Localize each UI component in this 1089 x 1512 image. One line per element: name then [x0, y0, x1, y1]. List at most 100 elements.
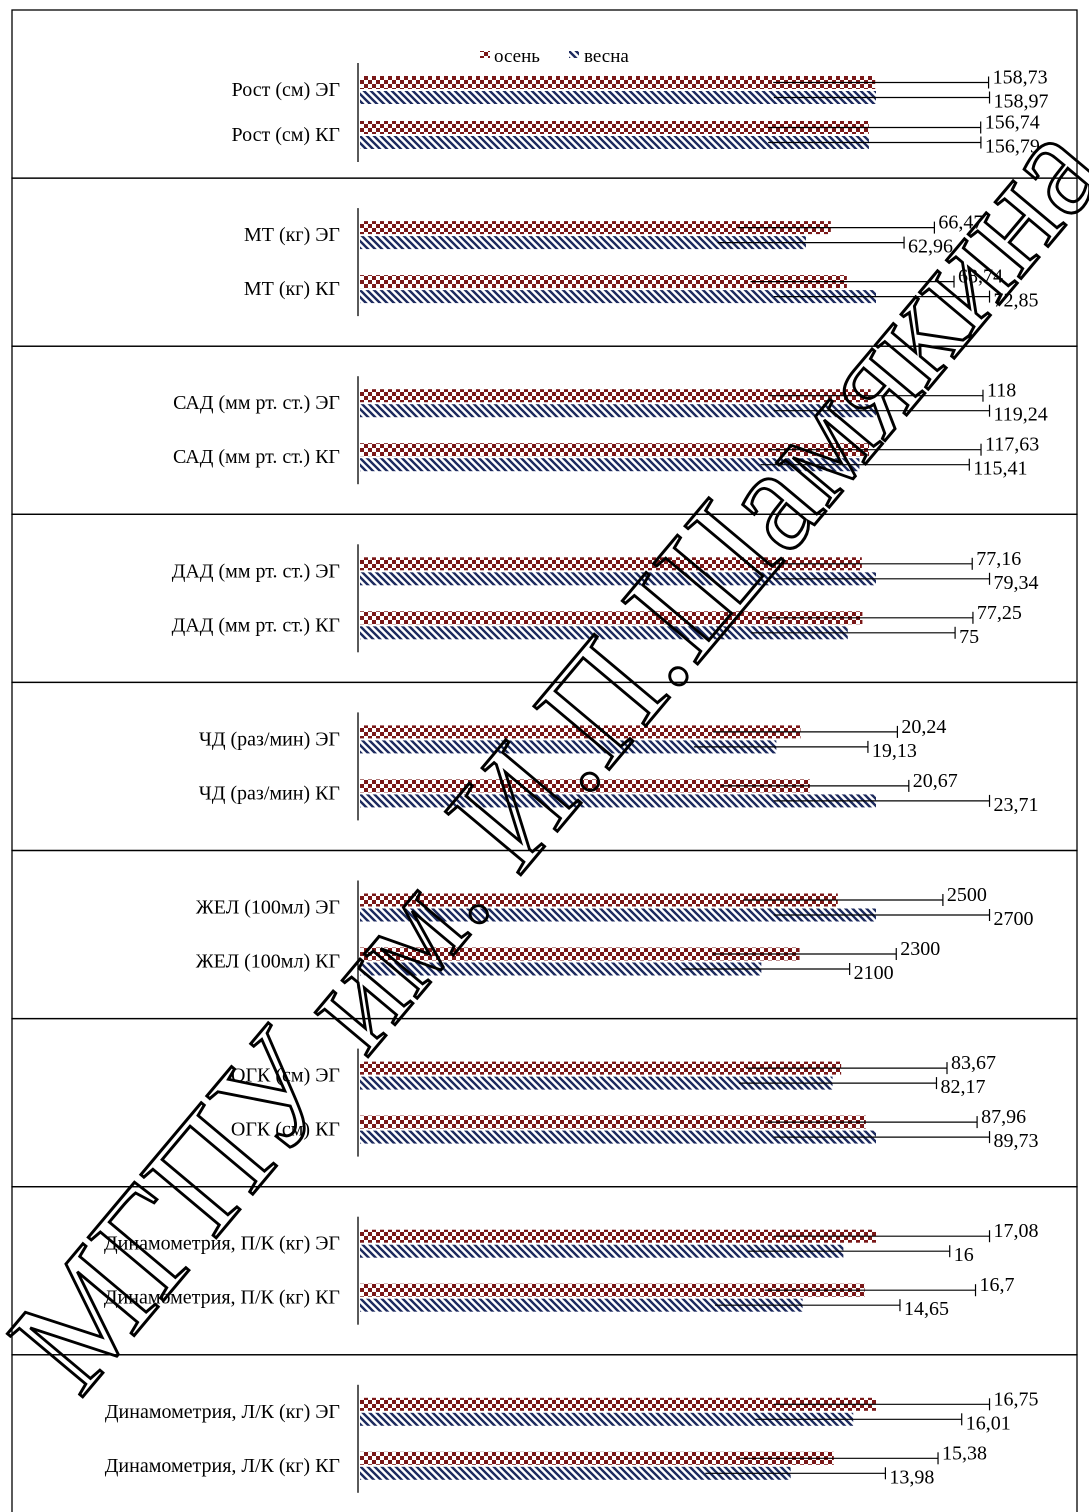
bar-spring: [360, 740, 777, 754]
data-label-spring: 19,13: [872, 740, 917, 762]
bar-spring: [360, 1298, 803, 1312]
bar-spring: [360, 1244, 844, 1258]
watermark-text: МГПУ им. И.П.Шамякина: [0, 89, 1089, 1421]
bar-spring: [360, 1076, 833, 1090]
data-label-autumn: 117,63: [985, 434, 1039, 456]
data-label-autumn: 16,7: [980, 1274, 1015, 1296]
data-label-spring: 13,98: [889, 1466, 934, 1488]
bar-spring: [360, 404, 876, 418]
bar-autumn: [360, 725, 801, 739]
legend-label-autumn: осень: [494, 46, 540, 67]
data-label-autumn: 20,24: [901, 716, 946, 738]
data-label-autumn: 118: [987, 380, 1016, 402]
category-label: Динамометрия, П/К (кг) КГ: [104, 1287, 340, 1309]
row-8-2: Динамометрия, П/К (кг) КГ 16,7 14,65: [104, 1274, 1015, 1320]
bar-autumn: [360, 611, 863, 625]
category-label: САД (мм рт. ст.) ЭГ: [173, 392, 340, 414]
bar-autumn: [360, 557, 862, 571]
data-label-spring: 23,71: [994, 794, 1039, 816]
data-label-autumn: 158,73: [993, 67, 1048, 89]
data-label-autumn: 20,67: [913, 770, 958, 792]
bar-spring: [360, 572, 876, 586]
category-label: МТ (кг) КГ: [244, 278, 340, 300]
panel-9: [11, 1354, 1078, 1512]
bar-autumn: [360, 389, 871, 403]
category-label: Рост (см) КГ: [232, 124, 341, 146]
data-label-autumn: 17,08: [994, 1220, 1039, 1242]
category-label: ЖЕЛ (100мл) КГ: [196, 951, 340, 973]
data-label-autumn: 15,38: [942, 1442, 987, 1464]
category-label: ЧД (раз/мин) ЭГ: [199, 728, 340, 750]
data-label-spring: 82,17: [940, 1076, 985, 1098]
bar-autumn: [360, 1115, 866, 1129]
data-label-autumn: 68,74: [958, 266, 1003, 288]
category-label: МТ (кг) ЭГ: [244, 224, 340, 246]
data-label-spring: 14,65: [904, 1298, 949, 1320]
bar-spring: [360, 236, 806, 250]
data-label-spring: 16,01: [966, 1412, 1011, 1434]
category-label: ОГК (см) КГ: [231, 1119, 340, 1141]
category-label: Динамометрия, П/К (кг) ЭГ: [104, 1233, 340, 1255]
category-label: ДАД (мм рт. ст.) ЭГ: [172, 560, 340, 582]
bar-autumn: [360, 275, 847, 289]
bar-spring: [360, 794, 876, 808]
data-label-spring: 156,79: [985, 136, 1040, 158]
data-label-autumn: 2500: [947, 884, 987, 906]
data-label-spring: 62,96: [908, 236, 953, 258]
bar-autumn: [360, 1229, 876, 1243]
row-6-1: ЖЕЛ (100мл) ЭГ 2500 2700: [196, 884, 1034, 930]
data-label-spring: 119,24: [994, 404, 1048, 426]
data-label-autumn: 77,25: [977, 602, 1022, 624]
data-label-autumn: 2300: [900, 938, 940, 960]
panel-frames: [11, 9, 1078, 1512]
row-5-2: ЧД (раз/мин) КГ 20,67 23,71: [199, 770, 1039, 816]
bar-autumn: [360, 443, 870, 457]
bar-spring: [360, 290, 876, 304]
bar-spring: [360, 1466, 791, 1480]
category-label: ЖЕЛ (100мл) ЭГ: [196, 897, 340, 919]
bar-autumn: [360, 221, 831, 235]
row-6-2: ЖЕЛ (100мл) КГ 2300 2100: [196, 938, 941, 984]
bar-spring: [360, 1130, 876, 1144]
category-label: ЧД (раз/мин) КГ: [199, 782, 340, 804]
bar-autumn: [360, 1061, 842, 1075]
bar-autumn: [360, 1451, 834, 1465]
row-8-1: Динамометрия, П/К (кг) ЭГ 17,08 16: [104, 1220, 1038, 1266]
bar-spring: [360, 1412, 854, 1426]
data-label-spring: 158,97: [994, 91, 1049, 113]
category-label: Динамометрия, Л/К (кг) ЭГ: [105, 1401, 340, 1423]
bar-spring: [360, 136, 869, 149]
data-label-spring: 89,73: [994, 1130, 1039, 1152]
data-label-spring: 16: [954, 1244, 974, 1266]
data-label-autumn: 66,47: [938, 212, 983, 234]
category-label: ОГК (см) ЭГ: [231, 1065, 340, 1087]
data-label-autumn: 77,16: [976, 548, 1021, 570]
row-9-2: Динамометрия, Л/К (кг) КГ 15,38 13,98: [105, 1442, 987, 1488]
bar-spring: [360, 458, 860, 472]
bar-spring: [360, 908, 876, 922]
watermark: МГПУ им. И.П.Шамякина: [0, 87, 1089, 1422]
panel-border: [11, 1354, 1078, 1512]
data-label-autumn: 156,74: [985, 112, 1040, 134]
bar-autumn: [360, 76, 876, 89]
data-label-autumn: 83,67: [951, 1052, 996, 1074]
bar-autumn: [360, 1397, 876, 1411]
bar-autumn: [360, 893, 838, 907]
data-label-spring: 79,34: [994, 572, 1039, 594]
category-label: САД (мм рт. ст.) КГ: [173, 446, 340, 468]
data-label-spring: 115,41: [973, 458, 1027, 480]
bar-autumn: [360, 121, 869, 134]
legend-swatch-spring: [569, 51, 579, 58]
